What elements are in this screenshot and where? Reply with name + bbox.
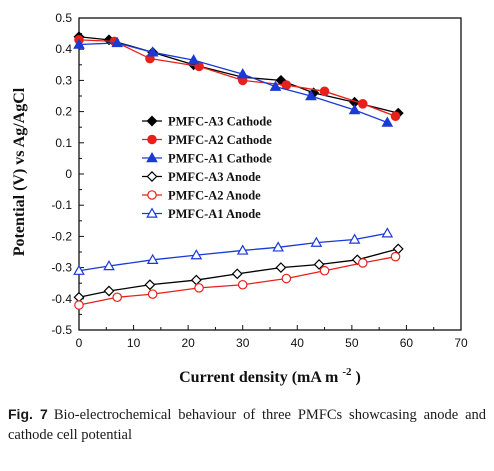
data-point — [236, 244, 249, 255]
data-point — [190, 249, 203, 260]
data-point — [348, 233, 361, 244]
y-tick-label: 0 — [65, 167, 72, 181]
data-point — [73, 38, 85, 49]
legend-marker — [146, 207, 158, 218]
legend-label: PMFC-A3 Anode — [168, 170, 261, 184]
data-point — [236, 68, 249, 79]
data-point — [281, 273, 292, 284]
y-tick-label: -0.1 — [51, 198, 72, 212]
x-axis-title-close: ) — [356, 369, 361, 386]
data-point — [269, 80, 282, 91]
series-line — [78, 42, 388, 124]
x-axis-title-text: Current density (mA m — [179, 369, 342, 386]
data-point — [305, 89, 317, 101]
data-point — [319, 86, 330, 97]
data-point — [111, 36, 124, 48]
y-tick-label: -0.4 — [51, 292, 72, 306]
x-axis-title-superscript: -2 — [342, 366, 352, 378]
legend-label: PMFC-A3 Cathode — [168, 115, 272, 129]
data-point — [313, 259, 325, 270]
series-pmfc-a2-anode — [74, 251, 401, 310]
data-point — [281, 80, 292, 90]
x-tick-label: 50 — [345, 336, 359, 350]
series-layer — [73, 31, 404, 310]
data-point — [73, 264, 85, 275]
data-point — [187, 54, 200, 65]
data-point — [390, 251, 401, 262]
data-point — [381, 116, 394, 127]
data-point — [103, 285, 115, 297]
legend-label: PMFC-A2 Cathode — [168, 133, 272, 147]
x-tick-label: 30 — [236, 336, 250, 350]
data-point — [275, 262, 287, 274]
x-tick-label: 70 — [454, 336, 468, 350]
legend-item: PMFC-A1 Anode — [142, 207, 261, 221]
legend-marker — [146, 171, 158, 182]
x-tick-label: 20 — [181, 336, 195, 350]
x-tick-label: 40 — [291, 336, 305, 350]
legend: PMFC-A3 Cathode PMFC-A2 Cathode PMFC-A1 Ca… — [142, 115, 272, 221]
data-point — [348, 104, 361, 115]
data-point — [381, 227, 394, 238]
data-point — [310, 236, 323, 247]
data-point — [237, 279, 248, 290]
y-tick-label: 0.2 — [55, 105, 72, 119]
data-point — [146, 46, 159, 57]
data-point — [231, 268, 243, 280]
data-point — [144, 279, 156, 291]
data-point — [103, 260, 115, 271]
legend-marker — [146, 151, 158, 163]
x-axis-title: Current density (mA m -2) — [179, 366, 361, 386]
data-point — [146, 253, 159, 264]
data-point — [272, 241, 285, 252]
legend-item: PMFC-A2 Cathode — [142, 133, 272, 147]
data-point — [147, 289, 158, 299]
caption-text: Bio-electrochemical behaviour of three P… — [8, 407, 487, 443]
axis-ticks: 0 10 20 30 40 50 60 70 -0.5 -0.4 -0.3 -0.2 -0.1 0 0.1 0… — [51, 11, 468, 350]
data-point — [357, 99, 368, 109]
legend-marker — [147, 134, 157, 145]
chart: 0 10 20 30 40 50 60 70 -0.5 -0.4 -0.3 -0.2 -0.1 0 0.1 0… — [11, 11, 468, 386]
series-pmfc-a1-cathode — [73, 36, 394, 127]
legend-item: PMFC-A3 Anode — [142, 170, 261, 184]
data-point — [319, 265, 330, 276]
x-tick-label: 10 — [127, 336, 141, 350]
legend-item: PMFC-A1 Cathode — [142, 152, 272, 166]
data-point — [74, 300, 84, 310]
y-tick-label: -0.3 — [51, 261, 72, 275]
y-axis-title: Potential (V) vs Ag/AgCl — [11, 87, 28, 256]
y-tick-label: -0.5 — [51, 323, 72, 337]
caption-label: Fig. 7 — [8, 406, 48, 422]
data-point — [112, 292, 122, 303]
x-tick-label: 0 — [76, 336, 83, 350]
legend-item: PMFC-A2 Anode — [142, 189, 261, 203]
legend-item: PMFC-A3 Cathode — [142, 115, 272, 129]
x-tick-label: 60 — [400, 336, 414, 350]
legend-label: PMFC-A2 Anode — [168, 189, 261, 203]
series-pmfc-a2-cathode — [74, 35, 401, 122]
series-line — [78, 232, 388, 272]
legend-label: PMFC-A1 Cathode — [168, 152, 272, 166]
legend-marker — [147, 190, 157, 200]
data-point — [390, 111, 401, 122]
plot-area — [78, 17, 462, 331]
y-tick-label: 0.4 — [55, 42, 72, 56]
data-point — [357, 258, 368, 268]
y-tick-label: 0.5 — [55, 11, 72, 25]
plot-frame — [78, 17, 462, 331]
series-pmfc-a3-anode — [73, 243, 404, 303]
y-tick-label: 0.3 — [55, 73, 72, 87]
figure-caption: Fig. 7 Bio-electrochemical behaviour of t… — [8, 404, 486, 445]
legend-label: PMFC-A1 Anode — [168, 207, 261, 221]
legend-marker — [146, 115, 158, 127]
data-point — [194, 283, 204, 293]
y-tick-label: -0.2 — [51, 229, 72, 243]
y-tick-label: 0.1 — [55, 136, 72, 150]
series-pmfc-a1-anode — [73, 227, 394, 275]
